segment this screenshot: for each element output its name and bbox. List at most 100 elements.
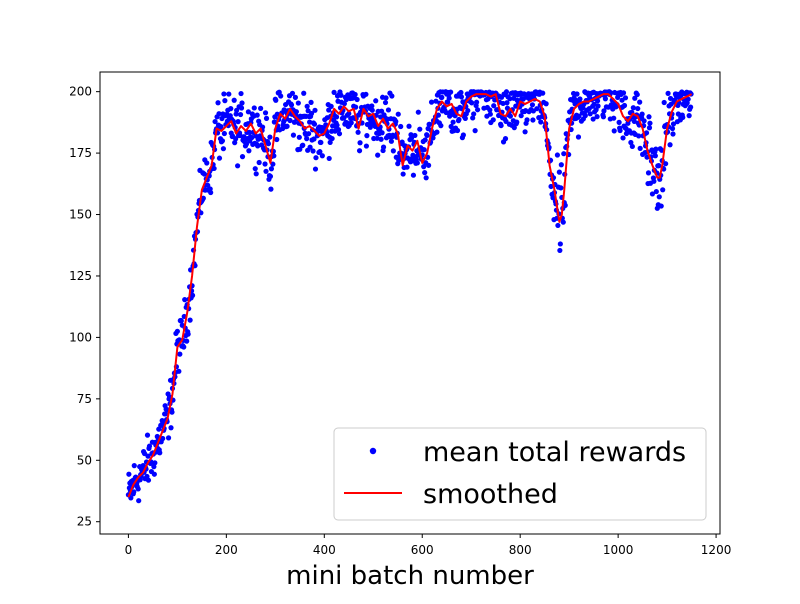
data-point: [163, 411, 169, 417]
data-point: [216, 111, 222, 117]
data-point: [308, 110, 315, 117]
data-point: [278, 93, 284, 99]
data-point: [235, 163, 241, 169]
data-point: [168, 425, 174, 431]
y-tick-label: 150: [69, 208, 92, 222]
data-point: [635, 105, 641, 112]
data-point: [231, 97, 237, 103]
data-point: [363, 91, 369, 97]
data-point: [421, 147, 427, 153]
data-point: [333, 114, 340, 120]
data-point: [226, 91, 232, 97]
data-point: [390, 148, 396, 154]
data-point: [474, 99, 480, 105]
data-point: [219, 115, 225, 122]
data-point: [560, 219, 566, 225]
data-point: [145, 477, 152, 483]
data-point: [317, 149, 323, 155]
data-point: [146, 443, 153, 449]
data-point: [660, 187, 666, 193]
data-point: [308, 99, 314, 105]
data-point: [634, 91, 640, 98]
data-point: [326, 155, 332, 162]
data-point: [446, 95, 452, 101]
data-point: [422, 137, 428, 143]
data-point: [221, 91, 227, 97]
data-point: [373, 98, 379, 104]
data-point: [665, 90, 671, 96]
data-point: [263, 115, 270, 121]
data-point: [189, 292, 196, 298]
data-point: [238, 105, 245, 111]
data-point: [490, 117, 496, 123]
data-point: [304, 103, 310, 109]
data-point: [645, 170, 652, 176]
data-point: [268, 166, 275, 172]
data-point: [263, 168, 269, 174]
data-point: [557, 247, 563, 254]
data-point: [291, 119, 298, 125]
data-point: [628, 139, 634, 146]
data-point: [331, 89, 337, 95]
data-point: [611, 128, 617, 134]
data-point: [600, 114, 607, 120]
data-point: [555, 222, 561, 229]
y-tick-label: 75: [77, 392, 92, 406]
data-point: [534, 106, 540, 112]
data-point: [507, 113, 513, 119]
data-point: [637, 99, 643, 105]
data-point: [511, 125, 517, 131]
x-tick-label: 1200: [701, 543, 732, 557]
data-point: [646, 114, 652, 120]
data-point: [271, 119, 277, 125]
data-point: [245, 109, 251, 115]
data-point: [641, 118, 647, 124]
data-point: [656, 194, 662, 200]
data-point: [417, 126, 423, 132]
data-point: [448, 89, 454, 95]
data-point: [311, 136, 317, 142]
data-point: [319, 153, 325, 159]
data-point: [249, 134, 255, 141]
data-point: [590, 116, 596, 122]
data-point: [238, 90, 244, 97]
data-point: [558, 162, 564, 168]
data-point: [233, 136, 239, 142]
data-point: [415, 109, 421, 115]
data-point: [212, 118, 218, 125]
data-point: [426, 121, 433, 127]
data-point: [131, 489, 137, 495]
data-point: [574, 91, 580, 97]
data-point: [423, 175, 429, 181]
data-point: [201, 171, 207, 177]
data-point: [562, 202, 568, 208]
data-point: [658, 203, 664, 209]
data-point: [369, 103, 375, 109]
data-point: [465, 107, 471, 114]
data-point: [144, 432, 151, 438]
data-point: [243, 141, 250, 147]
data-point: [255, 143, 261, 149]
data-point: [318, 139, 324, 146]
data-point: [254, 112, 260, 118]
data-point: [239, 100, 245, 106]
data-point: [388, 138, 394, 144]
smoothed-line: [127, 93, 693, 498]
data-point: [400, 171, 406, 177]
data-point: [617, 127, 623, 134]
data-point: [273, 97, 279, 103]
data-point: [498, 122, 504, 129]
data-point: [215, 100, 221, 106]
data-point: [383, 95, 389, 101]
data-point: [184, 338, 190, 344]
data-point: [430, 135, 436, 141]
y-tick-label: 200: [69, 85, 92, 99]
y-tick-label: 25: [77, 515, 92, 529]
data-point: [274, 136, 280, 143]
data-point: [379, 130, 385, 136]
data-point: [653, 188, 659, 195]
data-point: [629, 143, 635, 150]
data-point: [389, 93, 395, 99]
data-point: [487, 111, 493, 117]
